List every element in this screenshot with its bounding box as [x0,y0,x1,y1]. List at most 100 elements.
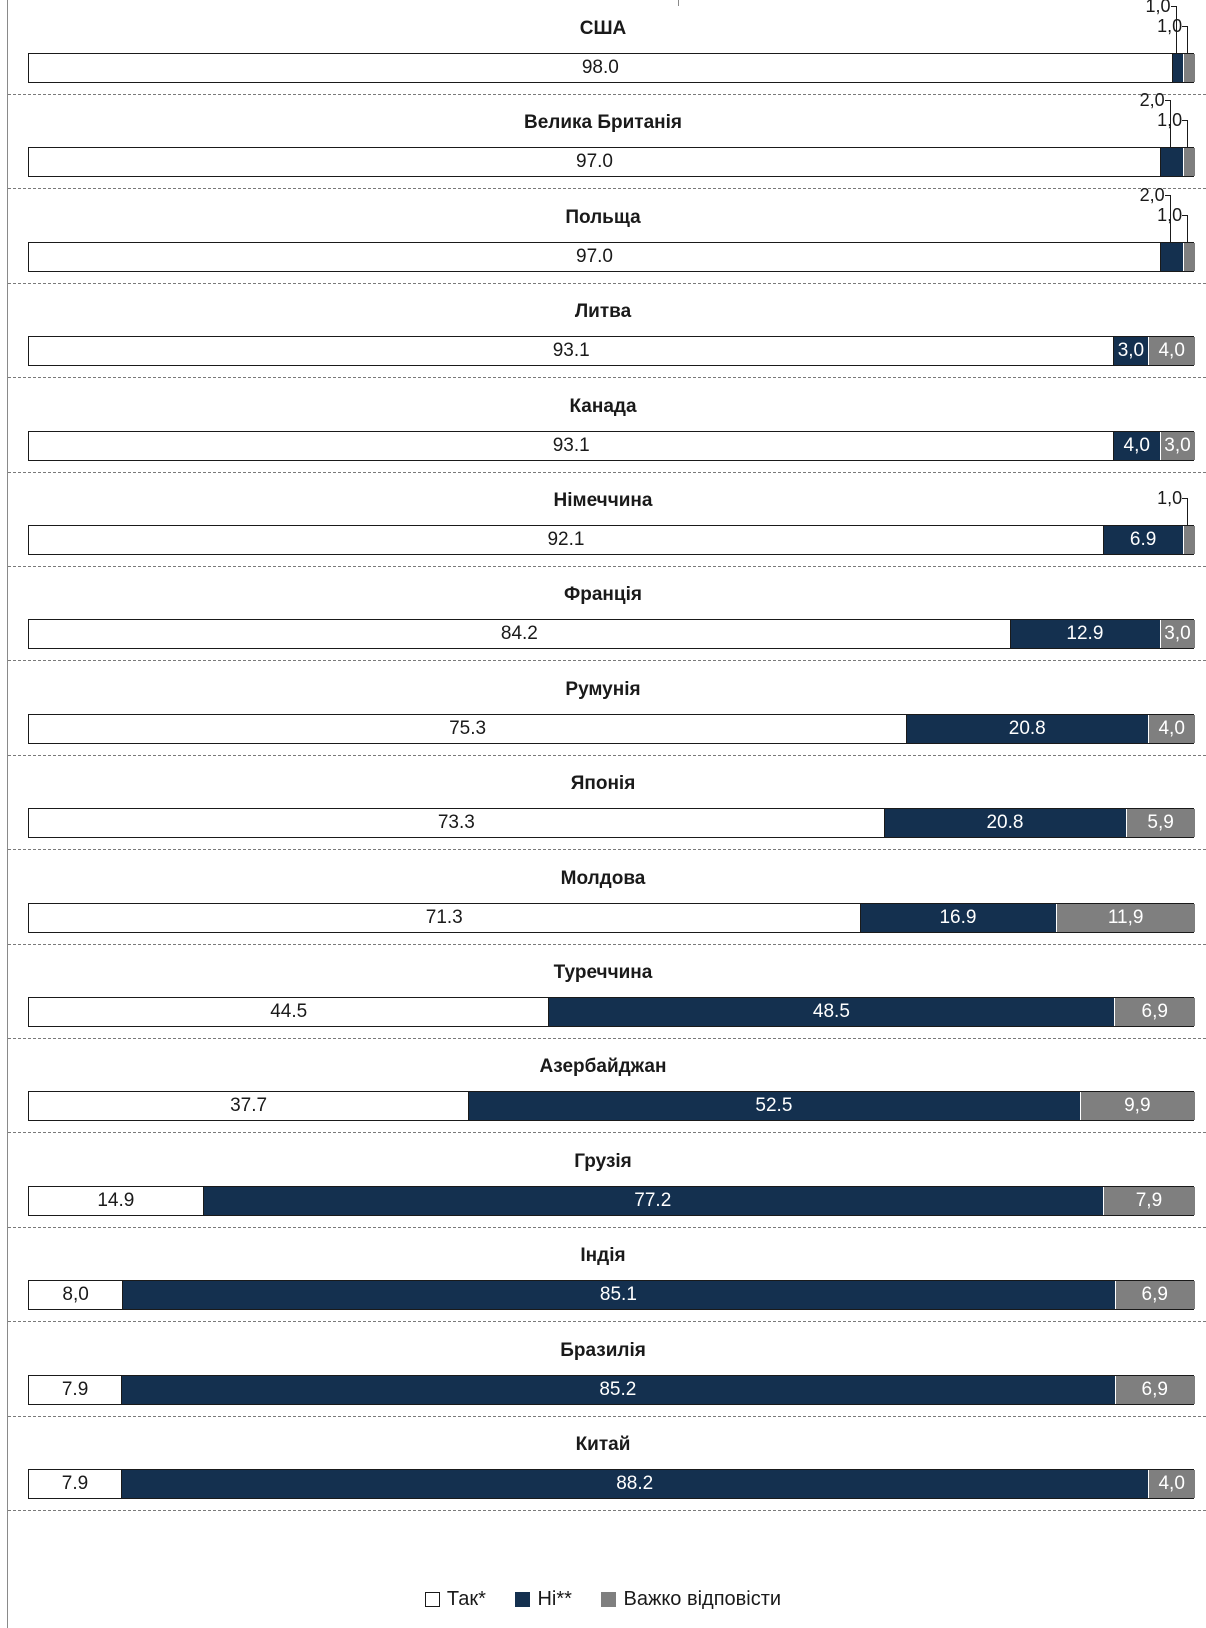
data-label-no: 20.8 [1008,717,1046,739]
bar-segment-yes [29,54,1172,82]
bar-group: Молдова 71.3 16.9 11,9 [0,854,1206,948]
country-label: Туреччина [553,962,653,983]
bar-segment-yes [29,431,1114,460]
data-label-no: 4,0 [1123,434,1150,456]
group-separator [8,566,1206,567]
stacked-bar: 75.3 20.8 4,0 [28,713,1195,744]
bar-segment-yes [29,242,1161,271]
country-label: Канада [569,395,637,417]
country-label: Литва [574,301,632,323]
data-label-yes: 73.3 [437,812,475,834]
legend-item-hard-to-say: Важко відповісти [601,1588,781,1611]
data-label-hard-to-say: 6,9 [1141,1284,1168,1306]
bar-segment-hard-to-say [1148,337,1195,366]
bar-segment-yes [29,1375,122,1404]
bar-group: Японія 73.3 20.8 5,9 [0,759,1206,853]
group-separator [8,754,1206,756]
bar-segment-no [1160,242,1184,271]
country-label: США [579,18,627,39]
country-label: Румунія [565,678,641,700]
stacked-bar: 92.1 6.9 [28,525,1195,555]
data-label-no: 85.2 [599,1378,637,1400]
bar-segment-no [121,1470,1149,1498]
bar-group: Франція 84.2 12.9 3,0 [0,570,1206,664]
bar-group: Велика Британія 97.0 2,0 1,0 [0,91,1206,192]
country-label: Польща [565,206,641,228]
callout-label-hard-to-say: 1,0 [1157,110,1183,131]
country-label: Китай [575,1434,631,1455]
legend: Так* Ні** Важко відповісти [0,1588,1206,1613]
bar-group: Індія 8,0 85.1 6,9 [0,1231,1206,1325]
bar-segment-yes [29,903,860,932]
legend-label-hard-to-say: Важко відповісти [623,1588,782,1610]
data-label-hard-to-say: 4,0 [1158,1473,1185,1494]
bar-segment-yes [29,526,1103,554]
callout-leader-line [1182,498,1189,525]
legend-swatch-yes [424,1592,440,1607]
bar-segment-no [1171,54,1184,82]
data-label-yes: 37.7 [230,1095,268,1117]
data-label-yes: 71.3 [425,906,463,928]
bar-group: Німеччина 92.1 6.9 1,0 [0,476,1206,570]
data-label-no: 6.9 [1129,529,1157,550]
data-label-hard-to-say: 7,9 [1135,1189,1163,1211]
callout-label-no: 1,0 [1145,0,1171,16]
bar-segment-hard-to-say [1114,1281,1195,1310]
stacked-bar: 97.0 [28,147,1195,178]
bar-group: Польща 97.0 2,0 1,0 [0,186,1206,287]
bar-group: Грузія 14.9 77.2 7,9 [0,1137,1206,1231]
country-label: Німеччина [553,490,653,511]
stacked-bar: 73.3 20.8 5,9 [28,808,1195,839]
data-label-yes: 75.3 [449,717,487,739]
stacked-bar: 93.1 4,0 3,0 [28,430,1195,461]
bar-segment-hard-to-say [1183,148,1195,177]
bar-segment-no [548,998,1115,1026]
bar-group: Румунія 75.3 20.8 4,0 [0,665,1206,759]
bar-segment-no [122,1281,1115,1310]
data-label-yes: 7.9 [61,1378,89,1400]
bar-group: Китай 7.9 88.2 4,0 [0,1420,1206,1514]
group-separator [8,1415,1206,1417]
bar-group: Литва 93.1 3,0 4,0 [0,287,1206,381]
callout-leader-line [1170,6,1177,53]
legend-item-no: Ні** [515,1588,572,1611]
legend-item-yes: Так* [424,1588,486,1611]
group-separator [8,1038,1206,1039]
data-label-hard-to-say: 6,9 [1141,1001,1168,1022]
stacked-bar: 97.0 [28,241,1195,272]
callout-leader-line [1182,214,1189,242]
callout-leader-line [1182,120,1189,148]
bar-segment-hard-to-say [1183,242,1195,271]
bar-segment-hard-to-say [1160,620,1195,649]
callout-label-hard-to-say: 1,0 [1157,16,1183,36]
group-separator [8,188,1206,190]
bar-segment-yes [29,998,549,1026]
bar-segment-yes [29,148,1161,177]
bar-segment-hard-to-say [1183,526,1195,554]
group-separator [8,1510,1206,1511]
stacked-bar: 98.0 [28,53,1195,83]
stacked-bar: 7.9 85.2 6,9 [28,1374,1195,1405]
bar-segment-hard-to-say [1160,431,1195,460]
data-label-no: 48.5 [812,1001,850,1022]
data-label-hard-to-say: 3,0 [1164,623,1191,645]
bar-segment-hard-to-say [1114,1375,1195,1404]
data-label-no: 88.2 [616,1473,654,1494]
data-label-no: 20.8 [986,812,1024,834]
stacked-bar: 8,0 85.1 6,9 [28,1280,1195,1311]
bar-segment-yes [29,620,1010,649]
data-label-yes: 92.1 [547,529,585,550]
bar-segment-no [1160,148,1184,177]
callout-leader-line [1164,194,1171,242]
data-label-no: 85.1 [599,1284,637,1306]
bar-segment-hard-to-say [1183,54,1195,82]
bar-segment-yes [29,1092,469,1121]
data-label-hard-to-say: 6,9 [1141,1378,1168,1400]
country-label: Велика Британія [523,112,683,134]
data-label-yes: 97.0 [576,151,613,173]
stacked-bar: 84.2 12.9 3,0 [28,619,1195,650]
data-label-no: 77.2 [634,1189,672,1211]
country-label: Азербайджан [539,1056,667,1078]
bar-segment-no [1113,431,1161,460]
